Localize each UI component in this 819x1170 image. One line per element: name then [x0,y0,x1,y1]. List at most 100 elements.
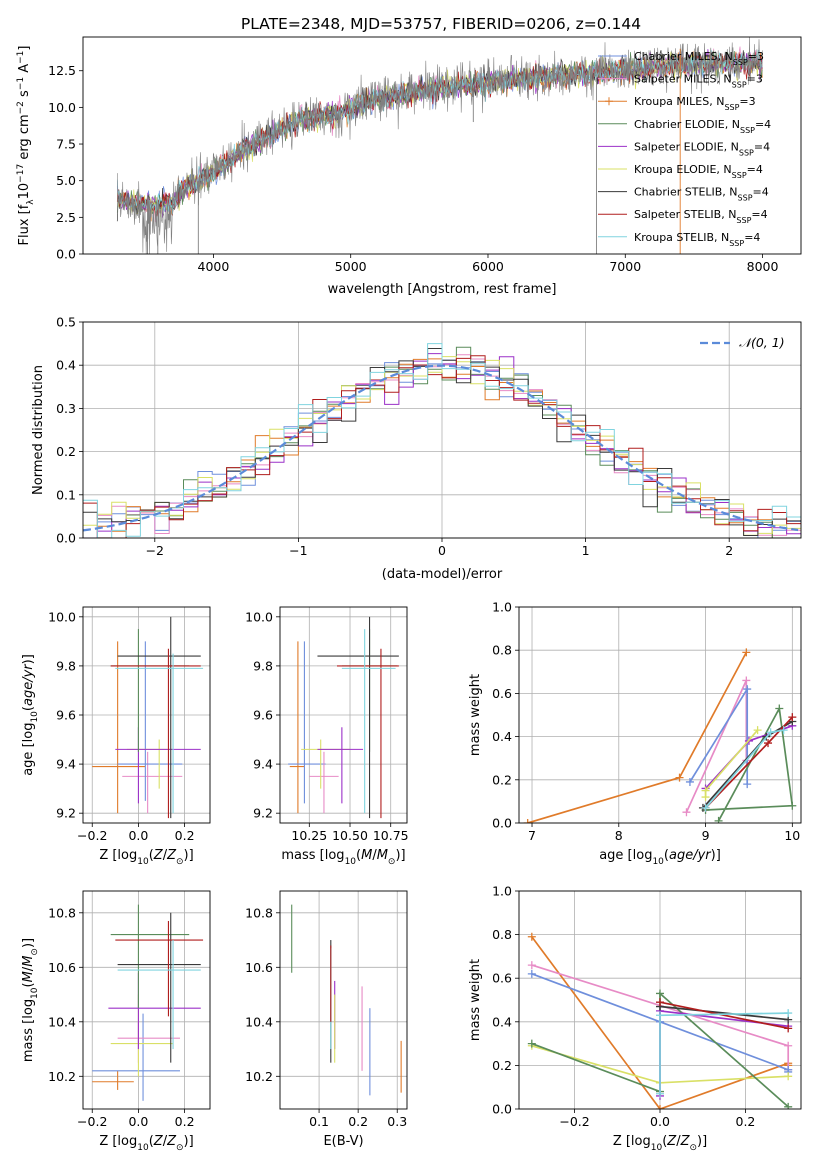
panel-spectrum: 4000 5000 6000 7000 8000 0.0 2.5 5.0 7.5 10.0 12.5… [16,36,802,297]
y-tick-label: 10.0 [48,609,76,624]
data-point-marker [701,803,710,812]
data-point-marker [784,1009,793,1018]
legend-entry: Kroupa STELIB, NSSP=4 [598,231,760,247]
legend-label: Chabrier MILES, NSSP=3 [634,50,764,67]
errorbar-point [115,727,201,804]
errorbar-point [92,1070,134,1090]
x-tick-label: 0.2 [348,1114,368,1129]
histogram-kroupa-stelib [83,343,801,538]
y-tick-label: 10.8 [48,905,76,920]
data-point-marker [743,780,752,789]
x-tick-label: 4000 [198,259,230,274]
x-tick-label: 5000 [335,259,367,274]
x-axis-label: (data-model)/error [382,567,503,582]
panel-residuals: −2 −1 0 1 2 0.0 0.1 0.2 0.3 0.4 0.5 (data-model)/er… [31,315,802,582]
y-tick-label: 0.1 [56,487,76,502]
x-tick-label: 2 [725,543,733,558]
data-point-marker [701,786,710,795]
legend-label: Salpeter MILES, NSSP=3 [634,73,763,90]
x-tick-label: 7000 [609,259,641,274]
y-tick-label: 0.6 [492,971,512,986]
data-point-marker [527,1039,536,1048]
legend-entry: Salpeter MILES, NSSP=3 [598,73,763,90]
y-tick-label: 9.6 [56,708,76,723]
series-salpeter-miles [682,676,751,817]
x-tick-label: 10.25 [291,828,327,843]
errorbar-point [341,629,396,814]
panel-mass-vs-Z: −0.2 0.0 0.2 10.2 10.4 10.6 10.8 Z [log10(Z/Z⊙)… [21,890,211,1153]
plot-area [527,932,793,1109]
legend: Chabrier MILES, NSSP=3 Salpeter MILES, NS… [598,50,771,247]
data-point-marker [784,1102,793,1109]
x-tick-label: −1 [289,543,307,558]
errorbar-point [115,920,204,1017]
y-tick-label: 0.2 [56,444,76,459]
y-tick-label: 10.0 [245,609,273,624]
panel-massweight-vs-age: 7 8 9 10 0.0 0.2 0.4 0.6 0.8 1.0 age [log10(age/yr… [468,600,802,867]
legend-label: Kroupa ELODIE, NSSP=4 [634,163,763,180]
y-tick-label: 10.0 [48,100,76,115]
y-axis-label: mass [log10(M/M⊙)] [21,938,40,1062]
legend-label: Chabrier STELIB, NSSP=4 [634,186,769,203]
data-point-marker [779,726,788,735]
errorbar-point [309,751,339,814]
x-axis-label: Z [log10(Z/Z⊙)] [99,1134,193,1153]
plot-area [116,37,763,254]
data-point-marker [788,713,797,722]
data-point-marker [675,773,684,782]
data-point-marker [527,932,536,941]
x-tick-label: 8 [615,828,623,843]
x-tick-label: −0.2 [77,828,107,843]
y-tick-label: 9.8 [56,658,76,673]
data-point-marker [775,704,784,713]
legend-label: Salpeter STELIB, NSSP=4 [634,208,768,225]
x-axis-label: Z [log10(Z/Z⊙)] [99,848,193,867]
x-tick-label: 0.0 [650,1114,670,1129]
x-tick-label: 7 [528,828,536,843]
errorbar-point [336,648,399,819]
y-tick-label: 0.3 [56,401,76,416]
x-axis-label: Z [log10(Z/Z⊙)] [613,1134,707,1153]
plot-area [92,904,204,1101]
x-tick-label: 0.0 [128,1114,148,1129]
y-tick-label: 0.0 [492,1102,512,1117]
y-tick-label: 9.2 [253,806,273,821]
y-tick-label: 10.4 [245,1014,273,1029]
legend-label: Kroupa MILES, NSSP=3 [634,95,756,112]
y-axis-label: age [log10(age/yr)] [21,654,40,776]
errorbar-point [110,994,174,1077]
data-point-marker [527,969,536,978]
x-tick-label: 10.75 [373,828,409,843]
y-axis-label: Flux [fλ10−17 erg cm−2 s−1 A−1] [16,46,36,246]
x-tick-label: 10.50 [332,828,368,843]
y-tick-label: 0.0 [492,816,512,831]
legend-entry: Salpeter ELODIE, NSSP=4 [598,140,770,157]
plot-area [288,616,399,819]
x-tick-label: 6000 [472,259,504,274]
x-tick-label: 9 [702,828,710,843]
y-tick-label: 5.0 [56,173,76,188]
data-point-marker [714,816,723,823]
data-spectrum [117,37,763,254]
legend-entry: Kroupa MILES, NSSP=3 [598,95,756,112]
y-tick-label: 9.4 [253,757,273,772]
y-tick-label: 0.8 [492,643,512,658]
y-tick-label: 0.5 [56,315,76,330]
series-chabrier-miles [685,685,752,789]
data-point-marker [784,1041,793,1050]
x-tick-label: 1 [582,543,590,558]
y-tick-label: 2.5 [56,210,76,225]
x-axis-label: mass [log10(M/M⊙)] [281,848,405,867]
panel-mass-vs-ebv: 0.1 0.2 0.3 10.2 10.4 10.6 10.8 E(B-V) [245,890,408,1149]
axes-frame [279,606,408,824]
panel-massweight-vs-Z: −0.2 0.0 0.2 0.0 0.2 0.4 0.6 0.8 1.0 Z [log10(Z/Z… [468,884,802,1153]
series-kroupa-stelib [701,726,788,812]
data-point-marker [656,1089,664,1098]
y-tick-label: 0.0 [56,531,76,546]
y-tick-label: 9.8 [253,658,273,673]
series-chabrier-elodie [701,704,797,823]
x-tick-label: 0.1 [309,1114,329,1129]
x-tick-label: 0.3 [387,1114,407,1129]
legend-label: Salpeter ELODIE, NSSP=4 [634,140,770,157]
legend: 𝒩(0, 1) [700,335,785,350]
